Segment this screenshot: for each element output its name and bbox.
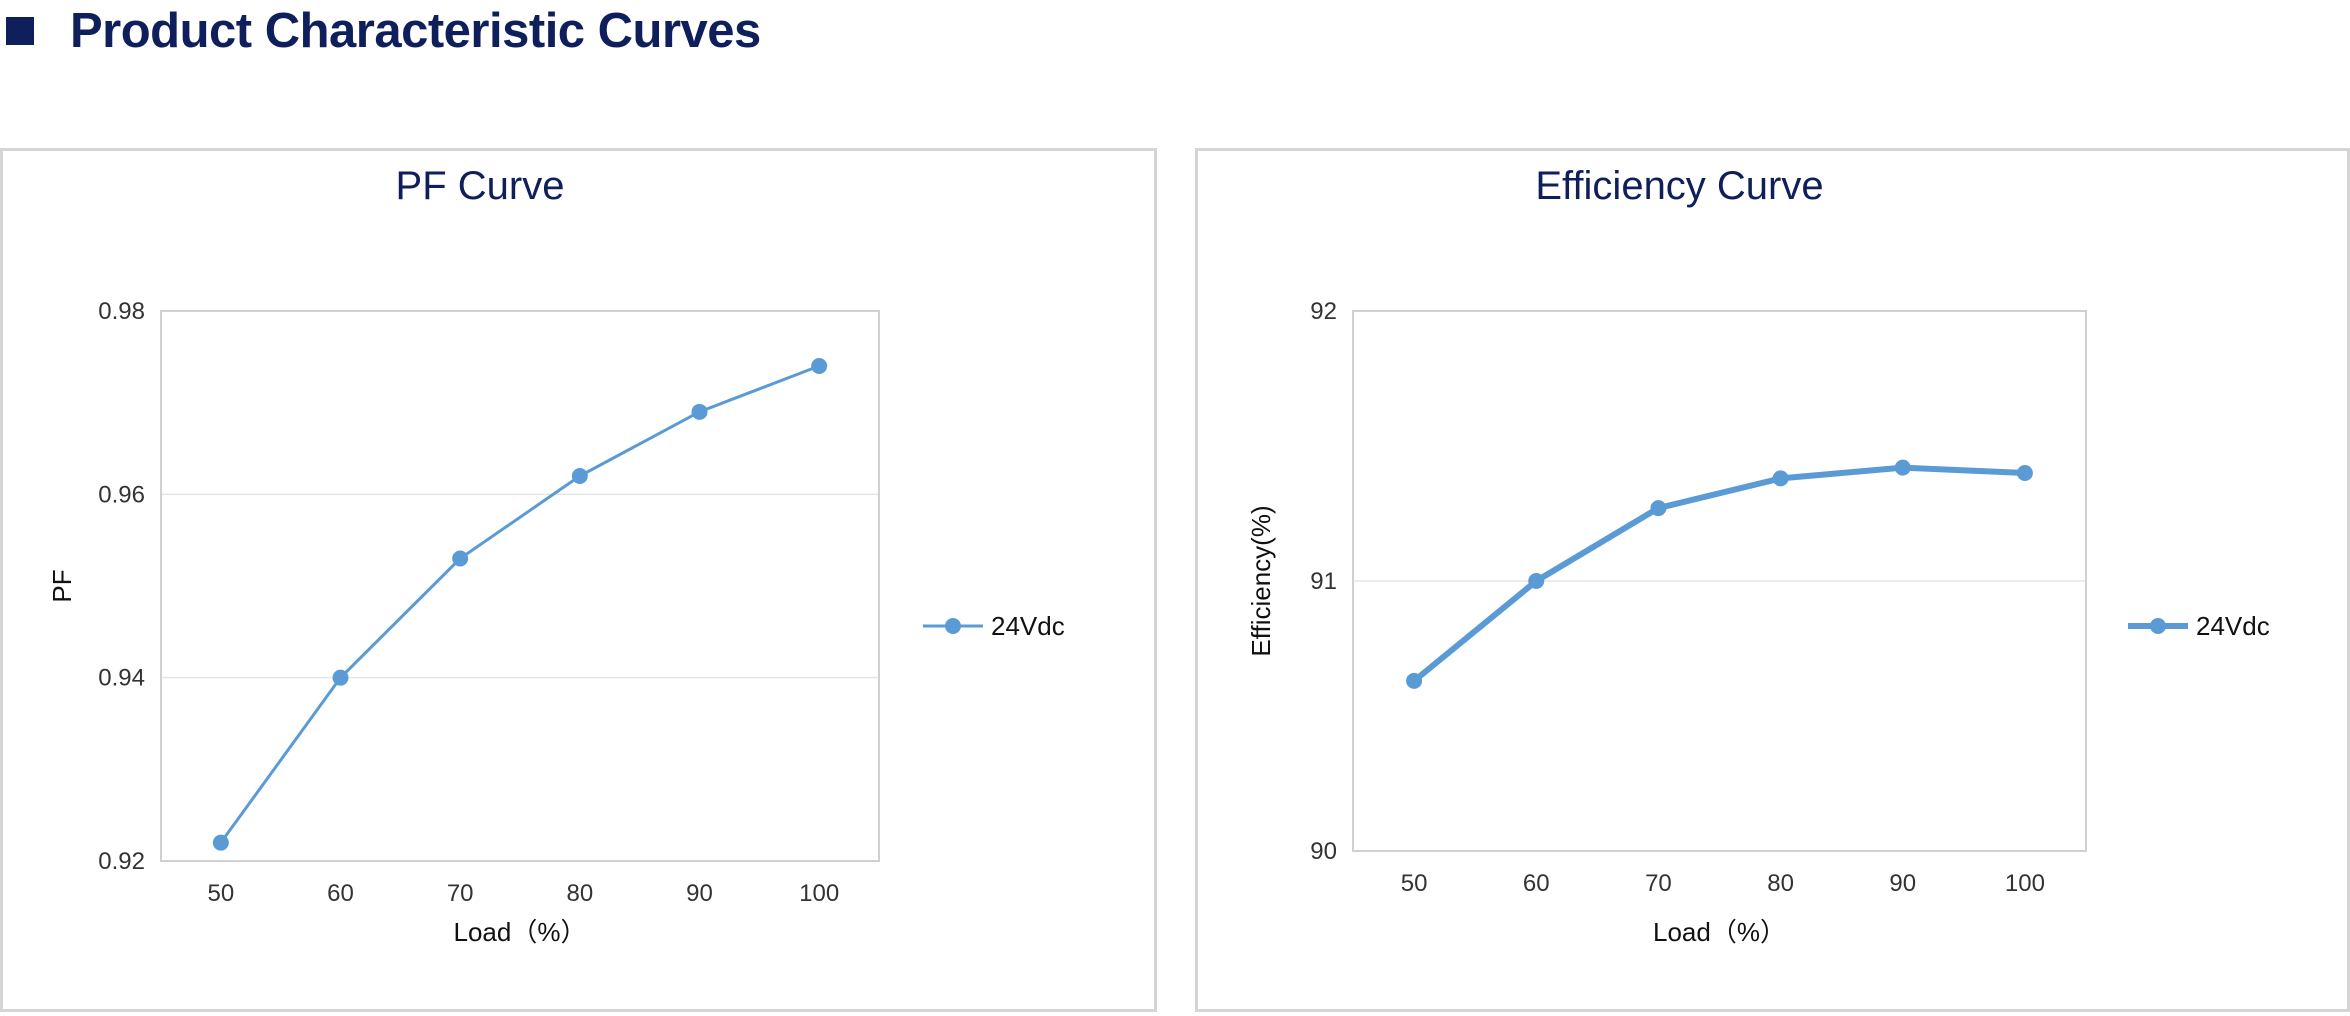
y-tick-label: 91 [1310, 568, 1337, 595]
efficiency-curve-chart: Efficiency Curve 90 91 92 50 60 70 80 90 100 Load（… [1246, 164, 2270, 947]
data-point [1528, 573, 1545, 589]
plot-area-border [1352, 310, 2087, 852]
legend-label: 24Vdc [2196, 611, 2270, 641]
data-point [1650, 500, 1667, 517]
x-axis-title: Load（%） [1653, 917, 1786, 947]
data-point [452, 550, 469, 567]
x-axis-title: Load（%） [454, 917, 587, 947]
y-tick-label: 90 [1310, 838, 1337, 865]
plot-area-border [160, 310, 880, 862]
legend-label: 24Vdc [991, 611, 1065, 641]
legend-marker [945, 618, 961, 634]
pf-curve-chart: PF Curve 0.92 0.94 0.96 0.98 50 60 70 80 90 100 Loa… [47, 164, 1065, 947]
y-tick-label: 0.96 [98, 481, 145, 508]
data-point [1406, 672, 1423, 689]
x-tick-label: 100 [799, 880, 839, 907]
data-point [1894, 459, 1911, 476]
x-tick-label: 60 [327, 880, 354, 907]
x-tick-label: 80 [566, 880, 593, 907]
x-tick-label: 90 [1889, 870, 1916, 897]
y-axis-title: Efficiency(%) [1246, 505, 1276, 656]
chart-title: PF Curve [396, 164, 565, 208]
x-tick-label: 60 [1523, 870, 1550, 897]
pf-curve-panel: PF Curve 0.92 0.94 0.96 0.98 50 60 70 80 90 100 Loa… [0, 148, 1157, 1012]
chart-title: Efficiency Curve [1535, 164, 1823, 208]
series-line [1412, 464, 2026, 684]
data-point [811, 358, 828, 374]
y-tick-label: 92 [1310, 298, 1337, 325]
x-tick-label: 70 [1645, 870, 1672, 897]
data-point [332, 669, 349, 686]
x-tick-label: 70 [447, 880, 474, 907]
x-tick-label: 50 [1401, 870, 1428, 897]
series-line [219, 364, 820, 844]
data-point [1772, 470, 1789, 487]
legend-marker [2150, 618, 2166, 634]
data-point [691, 403, 708, 420]
x-tick-label: 80 [1767, 870, 1794, 897]
data-point [212, 834, 229, 851]
x-tick-label: 90 [686, 880, 713, 907]
x-tick-label: 100 [2005, 870, 2045, 897]
y-tick-label: 0.92 [98, 848, 145, 875]
data-point [2016, 465, 2033, 481]
efficiency-curve-panel: Efficiency Curve 90 91 92 50 60 70 80 90 100 Load（… [1195, 148, 2350, 1012]
y-axis-title: PF [47, 569, 77, 602]
square-bullet-icon [6, 17, 34, 45]
section-header: Product Characteristic Curves [6, 0, 761, 62]
x-tick-label: 50 [207, 880, 234, 907]
y-tick-label: 0.94 [98, 665, 145, 692]
y-tick-label: 0.98 [98, 298, 145, 325]
page-title: Product Characteristic Curves [70, 4, 761, 58]
data-point [571, 468, 588, 484]
